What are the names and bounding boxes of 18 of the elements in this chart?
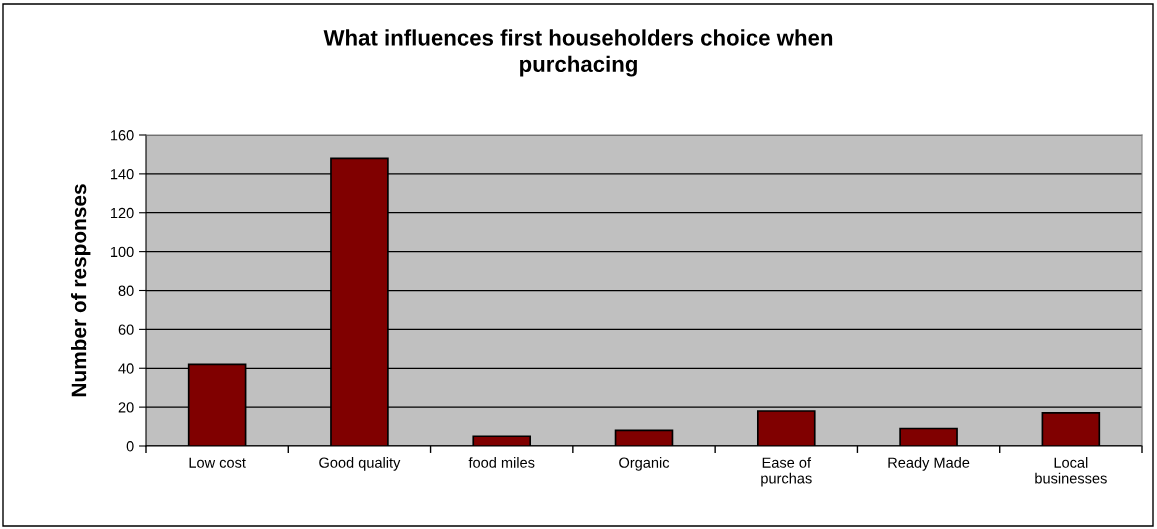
x-tick-label: Ease of purchas xyxy=(761,457,812,487)
y-tick-label: 80 xyxy=(118,285,134,296)
y-axis-title: Number of responses xyxy=(71,184,91,397)
chart-title: What influences first householders choice when purchacing xyxy=(323,29,833,77)
x-tick-label: Low cost xyxy=(189,457,246,468)
y-tick-label: 0 xyxy=(126,441,134,452)
x-tick-label: Ready Made xyxy=(888,457,970,471)
y-tick-label: 20 xyxy=(118,402,134,413)
y-tick-label: 60 xyxy=(118,324,134,335)
y-tick-label: 140 xyxy=(110,168,134,180)
x-tick-label: Local businesses xyxy=(1035,457,1107,484)
y-tick-label: 120 xyxy=(110,207,134,219)
y-tick-label: 160 xyxy=(110,130,134,141)
x-tick-label: Organic xyxy=(619,457,670,471)
y-tick-label: 100 xyxy=(110,246,134,258)
x-tick-label: food miles xyxy=(468,457,535,468)
x-tick-label: Good quality xyxy=(319,457,401,471)
y-tick-label: 40 xyxy=(118,363,134,374)
